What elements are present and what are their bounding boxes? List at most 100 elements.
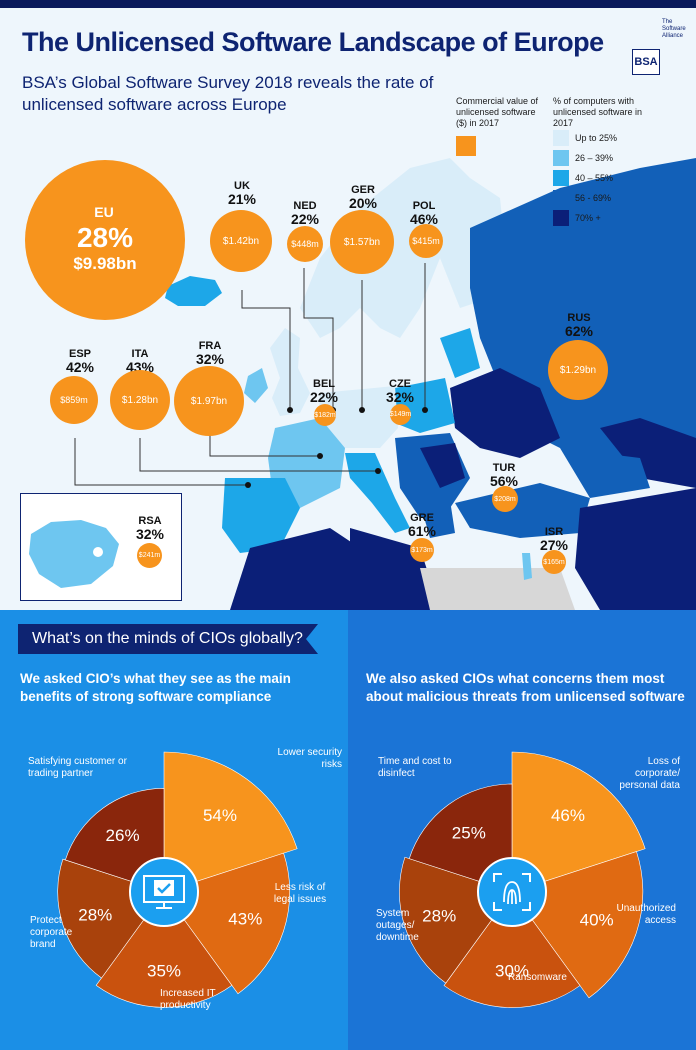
label-rate: 46% [409, 211, 439, 227]
label-code: ISR [544, 526, 564, 538]
bubble-rsa: $241m [137, 543, 162, 568]
legend-item: 40 – 55% [553, 170, 693, 186]
label-rate: 32% [195, 351, 225, 367]
left-slice-label: Lower security risks [277, 747, 342, 770]
pie-slice-value: 46% [551, 806, 585, 825]
pie-slice-value: 28% [78, 905, 112, 924]
bubble-esp: $859m [50, 376, 98, 424]
label-bel: BEL 22% [302, 378, 346, 404]
pie-slice-value: 40% [580, 910, 614, 929]
bubble-tur: $208m [492, 486, 518, 512]
legend-swatch [553, 130, 569, 146]
south-africa-inset [20, 493, 182, 601]
label-pol: POL 46% [402, 200, 446, 226]
pie-slice [408, 783, 513, 893]
right-slice-label: Unauthorized access [616, 903, 676, 926]
label-rate: 32% [135, 526, 165, 542]
label-code: GER [351, 184, 375, 196]
top-bar [0, 0, 696, 8]
label-rate: 32% [385, 389, 415, 405]
legend-item-label: 26 – 39% [575, 153, 614, 163]
label-code: NED [293, 200, 317, 212]
eu-value: $9.98bn [73, 254, 137, 273]
legend-item-label: Up to 25% [575, 133, 618, 143]
label-rate: 42% [65, 359, 95, 375]
bubble-pol: $415m [409, 224, 443, 258]
legend-item-label: 70% + [575, 213, 601, 223]
label-isr: ISR 27% [532, 526, 576, 552]
label-code: FRA [198, 340, 222, 352]
cio-section: What’s on the minds of CIOs globally? We… [0, 610, 696, 1050]
pie-slice-value: 43% [228, 909, 262, 928]
label-rate: 61% [407, 523, 437, 539]
pie-left: 54% 43% 35% 28% 26% [57, 751, 298, 1008]
label-rus: RUS 62% [554, 312, 604, 338]
pie-slice-value: 30% [495, 962, 529, 981]
logo-tagline: The Software Alliance [662, 19, 686, 39]
label-cze: CZE 32% [378, 378, 422, 404]
label-rate: 62% [564, 323, 594, 339]
label-code: BEL [313, 378, 335, 390]
pie-slice [95, 891, 233, 1008]
label-code: CZE [389, 378, 411, 390]
heading-ribbon [18, 624, 318, 654]
pie-slice-value: 54% [203, 806, 237, 825]
label-rate: 27% [539, 537, 569, 553]
legend-item: Up to 25% [553, 130, 693, 146]
label-rate: 22% [290, 211, 320, 227]
bubble-bel: $182m [314, 404, 336, 426]
legend-rate-label: % of computers with unlicensed software … [553, 96, 643, 128]
legend-value-label: Commercial value of unlicensed software … [456, 96, 539, 128]
label-code: ESP [68, 348, 91, 360]
label-code: RUS [567, 312, 591, 324]
legend-swatch [553, 190, 569, 206]
legend-item: 56 - 69% [553, 190, 693, 206]
logo-mark: BSA [632, 49, 660, 75]
right-question: We also asked CIOs what concerns them mo… [366, 671, 685, 704]
right-slice-label: Loss of corporate/ personal data [619, 756, 680, 791]
fingerprint-scan-icon [493, 873, 531, 911]
leader-lines [74, 263, 428, 567]
europe-map [0, 8, 696, 610]
label-rsa: RSA 32% [128, 515, 172, 541]
pie-slice-value: 28% [422, 907, 456, 926]
label-ger: GER 20% [341, 184, 385, 210]
bubble-rus: $1.29bn [548, 340, 608, 400]
right-slice-label: Time and cost to disinfect [378, 756, 452, 779]
pie-slice [163, 751, 298, 893]
pie-slice [511, 751, 646, 893]
label-code: TUR [492, 462, 516, 474]
legend-item: 70% + [553, 210, 693, 226]
left-slice-label: Satisfying customer or trading partner [28, 756, 127, 779]
cio-heading: What’s on the minds of CIOs globally? [32, 630, 303, 647]
legend-item-label: 40 – 55% [575, 173, 614, 183]
pie-slice-value: 25% [452, 824, 486, 843]
left-slice-label: Increased IT productivity [160, 988, 216, 1011]
label-esp: ESP 42% [58, 348, 102, 374]
label-code: ITA [131, 348, 149, 360]
label-code: GRE [410, 512, 434, 524]
label-rate: 21% [227, 191, 257, 207]
bubble-fra: $1.97bn [174, 366, 244, 436]
bubble-isr: $165m [542, 550, 566, 574]
page-subtitle: BSA’s Global Software Survey 2018 reveal… [22, 73, 434, 114]
label-code: UK [234, 180, 250, 192]
bubble-ita: $1.28bn [110, 370, 170, 430]
pie-slice-value: 26% [106, 826, 140, 845]
left-slice-label: Less risk of legal issues [273, 882, 327, 905]
rsa-map [29, 520, 119, 588]
right-slice-label: System outages/ downtime [376, 908, 419, 943]
left-slice-label: Protect corporate brand [30, 915, 73, 950]
label-fra: FRA 32% [188, 340, 232, 366]
pie-slice-value: 35% [147, 961, 181, 980]
label-rate: 56% [489, 473, 519, 489]
legend-item-label: 56 - 69% [575, 193, 612, 203]
bubble-ger: $1.57bn [330, 210, 394, 274]
label-gre: GRE 61% [400, 512, 444, 538]
legend-swatch [553, 210, 569, 226]
legend-swatch [553, 170, 569, 186]
right-slice-label: Ransomware [508, 972, 567, 983]
label-code: POL [412, 200, 436, 212]
label-code: RSA [138, 515, 162, 527]
legend-item: 26 – 39% [553, 150, 693, 166]
